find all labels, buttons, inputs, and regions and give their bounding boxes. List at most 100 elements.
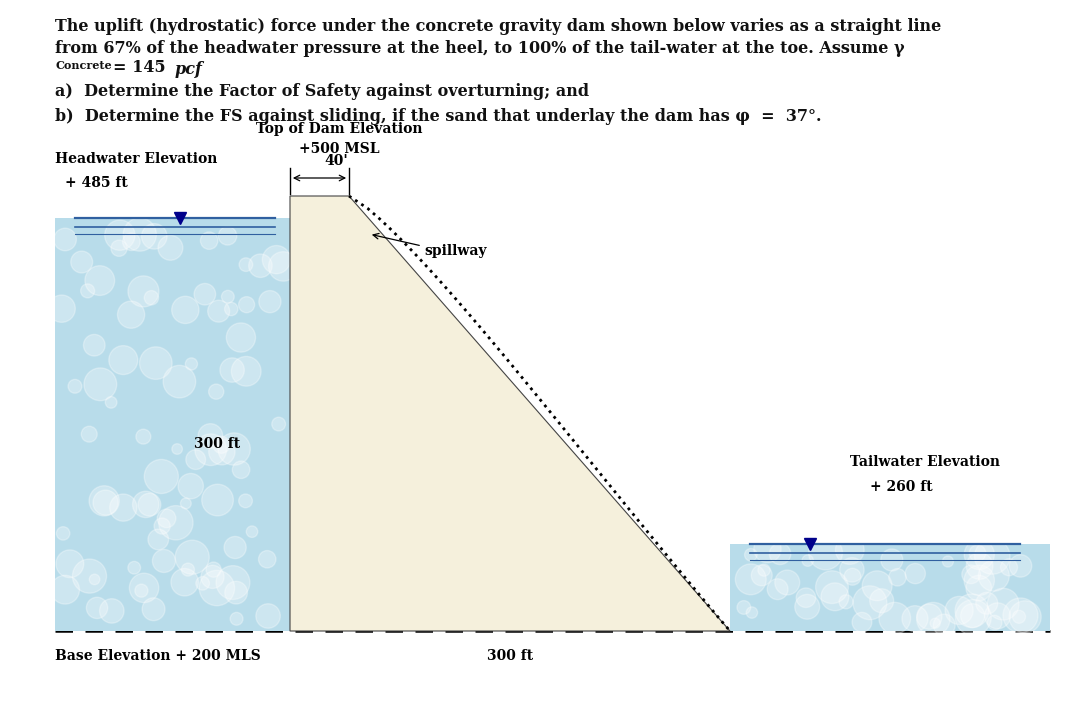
- Polygon shape: [55, 217, 290, 631]
- Circle shape: [863, 571, 892, 601]
- Circle shape: [56, 527, 70, 540]
- Circle shape: [141, 224, 167, 249]
- Circle shape: [232, 357, 261, 386]
- Circle shape: [89, 486, 120, 516]
- Circle shape: [99, 599, 124, 623]
- Circle shape: [752, 565, 772, 586]
- Circle shape: [123, 233, 140, 251]
- Circle shape: [226, 323, 255, 352]
- Circle shape: [109, 346, 138, 375]
- Circle shape: [774, 570, 800, 595]
- Circle shape: [222, 290, 234, 303]
- Circle shape: [110, 494, 137, 521]
- Circle shape: [976, 592, 997, 614]
- Circle shape: [844, 568, 861, 585]
- Circle shape: [158, 505, 193, 540]
- Circle shape: [852, 612, 871, 632]
- Polygon shape: [730, 544, 1050, 631]
- Circle shape: [258, 551, 276, 568]
- Circle shape: [208, 300, 229, 322]
- Circle shape: [737, 601, 751, 614]
- Circle shape: [72, 559, 107, 593]
- Text: Headwater Elevation: Headwater Elevation: [55, 152, 218, 166]
- Circle shape: [233, 461, 250, 479]
- Circle shape: [769, 543, 791, 565]
- Circle shape: [220, 358, 244, 382]
- Circle shape: [219, 227, 237, 245]
- Circle shape: [1001, 558, 1018, 576]
- Circle shape: [196, 577, 209, 590]
- Circle shape: [93, 490, 118, 515]
- Circle shape: [239, 258, 253, 271]
- Text: + 260 ft: + 260 ft: [870, 480, 933, 494]
- Circle shape: [263, 246, 291, 274]
- Circle shape: [71, 251, 93, 273]
- Circle shape: [224, 537, 247, 558]
- Circle shape: [129, 573, 158, 603]
- Circle shape: [178, 474, 204, 499]
- Circle shape: [1009, 555, 1032, 577]
- Circle shape: [802, 555, 813, 566]
- Circle shape: [795, 594, 820, 619]
- Circle shape: [56, 550, 84, 578]
- Text: from 67% of the headwater pressure at the heel, to 100% of the tail-water at the: from 67% of the headwater pressure at th…: [55, 40, 905, 57]
- Circle shape: [889, 568, 906, 586]
- Circle shape: [271, 417, 285, 431]
- Circle shape: [942, 556, 953, 567]
- Text: spillway: spillway: [424, 244, 487, 258]
- Circle shape: [744, 549, 757, 561]
- Circle shape: [821, 583, 849, 611]
- Text: b)  Determine the FS against sliding, if the sand that underlay the dam has φ  =: b) Determine the FS against sliding, if …: [55, 108, 822, 125]
- Circle shape: [225, 302, 238, 316]
- Text: 300 ft: 300 ft: [487, 649, 533, 663]
- Circle shape: [767, 579, 788, 599]
- Text: Tailwater Elevation: Tailwater Elevation: [850, 455, 1001, 469]
- Circle shape: [946, 597, 974, 624]
- Circle shape: [144, 291, 158, 305]
- Text: 40': 40': [324, 154, 348, 168]
- Circle shape: [194, 283, 215, 305]
- Circle shape: [988, 588, 1019, 620]
- Circle shape: [148, 530, 169, 550]
- Circle shape: [176, 540, 209, 574]
- Circle shape: [247, 526, 257, 537]
- Circle shape: [81, 426, 97, 442]
- Circle shape: [128, 561, 141, 574]
- Text: Base Elevation + 200 MLS: Base Elevation + 200 MLS: [55, 649, 261, 663]
- Circle shape: [181, 498, 192, 509]
- Circle shape: [201, 566, 224, 589]
- Circle shape: [206, 562, 221, 578]
- Circle shape: [213, 436, 229, 453]
- Text: The uplift (hydrostatic) force under the concrete gravity dam shown below varies: The uplift (hydrostatic) force under the…: [55, 18, 941, 35]
- Circle shape: [51, 575, 80, 604]
- Circle shape: [128, 276, 159, 307]
- Circle shape: [258, 291, 281, 313]
- Circle shape: [218, 433, 250, 465]
- Circle shape: [171, 568, 198, 596]
- Circle shape: [966, 575, 992, 601]
- Circle shape: [132, 491, 159, 517]
- Circle shape: [984, 603, 1010, 629]
- Text: = 145: = 145: [113, 59, 171, 76]
- Circle shape: [964, 539, 994, 570]
- Circle shape: [198, 424, 223, 448]
- Circle shape: [934, 614, 955, 636]
- Circle shape: [901, 606, 928, 632]
- Circle shape: [154, 518, 170, 534]
- Circle shape: [815, 570, 849, 604]
- Circle shape: [239, 297, 254, 313]
- Circle shape: [111, 240, 127, 256]
- Circle shape: [840, 558, 864, 582]
- Circle shape: [881, 549, 903, 571]
- Circle shape: [966, 553, 993, 580]
- Text: Concrete: Concrete: [55, 60, 112, 71]
- Circle shape: [955, 599, 991, 635]
- Circle shape: [836, 536, 864, 564]
- Circle shape: [84, 335, 106, 356]
- Circle shape: [201, 484, 234, 516]
- Circle shape: [106, 397, 117, 408]
- Circle shape: [964, 565, 994, 595]
- Circle shape: [754, 535, 781, 563]
- Circle shape: [955, 594, 989, 628]
- Circle shape: [225, 581, 248, 604]
